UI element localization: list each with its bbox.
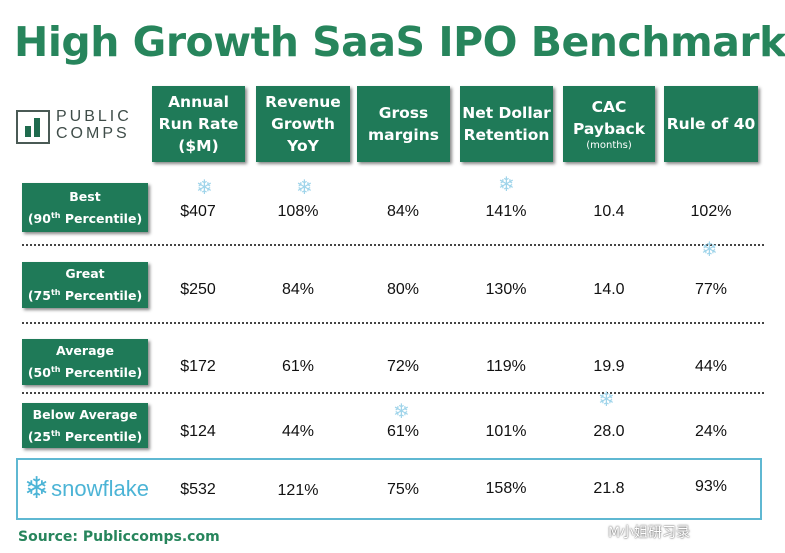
table-cell: 80% bbox=[386, 281, 420, 298]
column-header: Rule of 40 bbox=[664, 86, 758, 162]
snowflake-icon: ❄ bbox=[393, 399, 410, 423]
watermark: M小姐研习录 bbox=[608, 525, 691, 541]
table-cell: 130% bbox=[485, 281, 527, 298]
table-cell: 44% bbox=[281, 423, 315, 440]
snowflake-icon: ❄ bbox=[196, 175, 213, 199]
snowflake-cell: 158% bbox=[485, 480, 527, 497]
snowflake-icon: ❄ bbox=[598, 387, 615, 411]
table-cell: 61% bbox=[386, 423, 420, 440]
row-label: Great (75th Percentile) bbox=[22, 262, 148, 308]
snowflake-row-box bbox=[16, 458, 762, 520]
snowflake-cell: 93% bbox=[694, 478, 728, 495]
column-header: Revenue Growth YoY bbox=[256, 86, 350, 162]
table-cell: $124 bbox=[180, 423, 216, 440]
snowflake-cell: 121% bbox=[277, 482, 319, 499]
snowflake-cell: $532 bbox=[180, 481, 216, 498]
snowflake-icon: ❄ bbox=[296, 175, 313, 199]
snowflake-logo: ❄ snowflake bbox=[24, 471, 149, 506]
table-cell: 101% bbox=[485, 423, 527, 440]
table-cell: $407 bbox=[180, 203, 216, 220]
column-header: Annual Run Rate ($M) bbox=[152, 86, 245, 162]
table-cell: 141% bbox=[485, 203, 527, 220]
table-cell: 28.0 bbox=[593, 423, 625, 440]
table-cell: 44% bbox=[694, 358, 728, 375]
table-cell: 24% bbox=[694, 423, 728, 440]
column-header: Net Dollar Retention bbox=[460, 86, 553, 162]
column-header: CAC Payback (months) bbox=[563, 86, 655, 162]
table-cell: $172 bbox=[180, 358, 216, 375]
row-label: Below Average (25th Percentile) bbox=[22, 403, 148, 448]
table-cell: 108% bbox=[277, 203, 319, 220]
row-label: Average (50th Percentile) bbox=[22, 339, 148, 385]
table-cell: 10.4 bbox=[593, 203, 625, 220]
snowflake-cell: 21.8 bbox=[593, 480, 625, 497]
table-cell: 14.0 bbox=[593, 281, 625, 298]
source-note: Source: Publiccomps.com bbox=[18, 529, 220, 545]
table-cell: $250 bbox=[180, 281, 216, 298]
table-cell: 84% bbox=[386, 203, 420, 220]
column-header: Gross margins bbox=[357, 86, 450, 162]
row-divider bbox=[22, 322, 764, 324]
table-cell: 102% bbox=[690, 203, 732, 220]
table-cell: 84% bbox=[281, 281, 315, 298]
table-cell: 119% bbox=[486, 358, 526, 375]
table-cell: 77% bbox=[694, 281, 728, 298]
snowflake-icon: ❄ bbox=[24, 471, 50, 506]
logo-chart-icon bbox=[16, 110, 50, 144]
snowflake-cell: 75% bbox=[386, 481, 420, 498]
row-divider bbox=[22, 244, 764, 246]
publiccomps-logo: PUBLIC COMPS bbox=[16, 108, 146, 156]
row-label: Best (90th Percentile) bbox=[22, 183, 148, 232]
table-cell: 61% bbox=[281, 358, 315, 375]
table-cell: 72% bbox=[386, 358, 420, 375]
table-cell: 19.9 bbox=[593, 358, 625, 375]
row-divider bbox=[22, 392, 764, 394]
page-title: High Growth SaaS IPO Benchmarks bbox=[14, 18, 785, 66]
snowflake-icon: ❄ bbox=[701, 237, 718, 261]
snowflake-icon: ❄ bbox=[498, 172, 515, 196]
